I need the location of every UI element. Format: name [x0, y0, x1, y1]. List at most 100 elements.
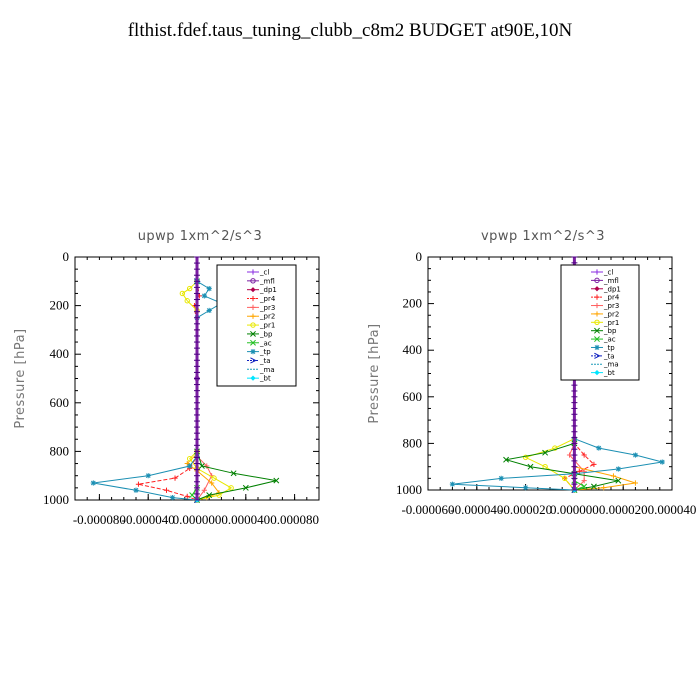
data-point — [179, 290, 186, 297]
page-title: flthist.fdef.taus_tuning_clubb_c8m2 BUDG… — [127, 20, 573, 41]
data-point — [186, 455, 193, 462]
data-point — [449, 481, 455, 487]
legend-label: _ma — [259, 366, 275, 374]
legend-label: _mfl — [259, 277, 275, 285]
data-point — [170, 494, 176, 501]
data-point — [498, 475, 504, 481]
data-point — [542, 449, 549, 456]
data-point — [596, 445, 602, 451]
data-point — [590, 483, 597, 490]
legend-marker — [250, 375, 256, 381]
x-tick-label: 0.000040 — [221, 512, 270, 527]
plot-title: vpwp 1xm^2/s^3 — [481, 229, 605, 244]
legend-marker — [594, 277, 600, 284]
data-point — [561, 475, 568, 482]
legend-marker — [594, 370, 600, 376]
y-tick-label: 1000 — [396, 482, 422, 497]
legend: _cl_mfl_dp1_pr4_pr3_pr2_pr1_bp_ac_tp_ta_… — [216, 264, 297, 387]
legend-marker — [594, 311, 600, 317]
y-tick-label: 800 — [50, 443, 70, 458]
legend-marker — [250, 322, 256, 328]
legend-label: _pr3 — [259, 304, 275, 312]
data-point — [172, 475, 178, 481]
legend-label: _dp1 — [259, 286, 277, 294]
y-tick-label: 600 — [50, 395, 70, 410]
data-point — [601, 485, 607, 491]
data-point — [632, 480, 638, 486]
data-point — [581, 483, 588, 490]
legend-label: _pr1 — [603, 319, 619, 327]
y-tick-label: 0 — [63, 249, 70, 264]
series-line — [186, 281, 220, 501]
x-tick-label: 0.000000 — [173, 512, 222, 527]
legend-marker — [250, 295, 256, 302]
legend-label: _cl — [603, 269, 613, 277]
legend-marker — [594, 269, 600, 275]
data-point — [242, 484, 249, 491]
x-tick-label: 0.000000 — [550, 502, 599, 517]
legend-marker — [594, 286, 600, 292]
legend-marker — [594, 327, 600, 334]
x-tick-label: -0.000080 — [73, 512, 126, 527]
y-tick-label: 400 — [403, 342, 423, 357]
y-tick-label: 200 — [403, 296, 423, 311]
data-point — [503, 456, 510, 463]
x-tick-label: 0.000040 — [648, 502, 697, 517]
legend-marker — [250, 330, 256, 337]
y-axis-label: Pressure [hPa] — [367, 323, 382, 423]
data-point — [90, 480, 96, 486]
legend-label: _pr3 — [603, 302, 619, 310]
data-point — [581, 478, 587, 484]
data-point — [552, 445, 558, 451]
y-tick-label: 400 — [50, 346, 70, 361]
legend: _cl_mfl_dp1_pr4_pr3_pr2_pr1_bp_ac_tp_ta_… — [560, 264, 640, 381]
legend-marker — [250, 287, 256, 293]
data-point — [230, 470, 237, 477]
legend-label: _ac — [603, 336, 616, 344]
data-point — [206, 492, 213, 499]
legend-label: _dp1 — [603, 285, 621, 293]
data-point — [201, 487, 207, 493]
legend-label: _tp — [603, 344, 615, 352]
legend-marker — [594, 319, 600, 326]
legend-label: _pr1 — [259, 322, 275, 330]
y-axis-label: Pressure [hPa] — [13, 328, 28, 428]
legend-label: _bp — [259, 330, 273, 338]
data-point — [186, 285, 193, 292]
data-point — [273, 477, 280, 484]
data-point — [206, 307, 212, 314]
data-point — [204, 463, 210, 469]
data-point — [184, 460, 190, 467]
y-tick-label: 800 — [403, 435, 423, 450]
legend-label: _pr4 — [603, 294, 620, 302]
legend-label: _ma — [603, 361, 619, 369]
x-tick-label: -0.000040 — [122, 512, 175, 527]
legend-label: _ta — [603, 352, 615, 360]
legend-marker — [594, 302, 600, 309]
legend-marker — [250, 339, 256, 346]
data-point — [209, 480, 215, 486]
legend-marker — [250, 349, 256, 355]
y-tick-label: 1000 — [43, 492, 69, 507]
x-tick-label: -0.000060 — [401, 502, 454, 517]
legend-label: _ta — [259, 357, 271, 365]
legend-marker — [594, 352, 601, 359]
legend-marker — [250, 269, 256, 275]
legend-marker — [250, 313, 256, 319]
y-tick-label: 200 — [50, 298, 70, 313]
legend-label: _bt — [259, 375, 271, 383]
plot-1: upwp 1xm^2/s^3 Pressure [hPa] 0 200 400 600 80… — [13, 229, 320, 527]
y-tick-label: 0 — [416, 249, 423, 264]
data-point — [206, 285, 212, 292]
x-tick-label: -0.000040 — [450, 502, 503, 517]
data-point — [145, 473, 151, 479]
data-point — [522, 454, 529, 461]
legend-marker — [250, 357, 257, 364]
data-point — [632, 452, 638, 458]
data-point — [133, 487, 139, 493]
data-point — [566, 452, 573, 458]
series-line — [93, 280, 223, 501]
data-point — [184, 493, 190, 499]
legend-label: _ac — [259, 339, 272, 347]
